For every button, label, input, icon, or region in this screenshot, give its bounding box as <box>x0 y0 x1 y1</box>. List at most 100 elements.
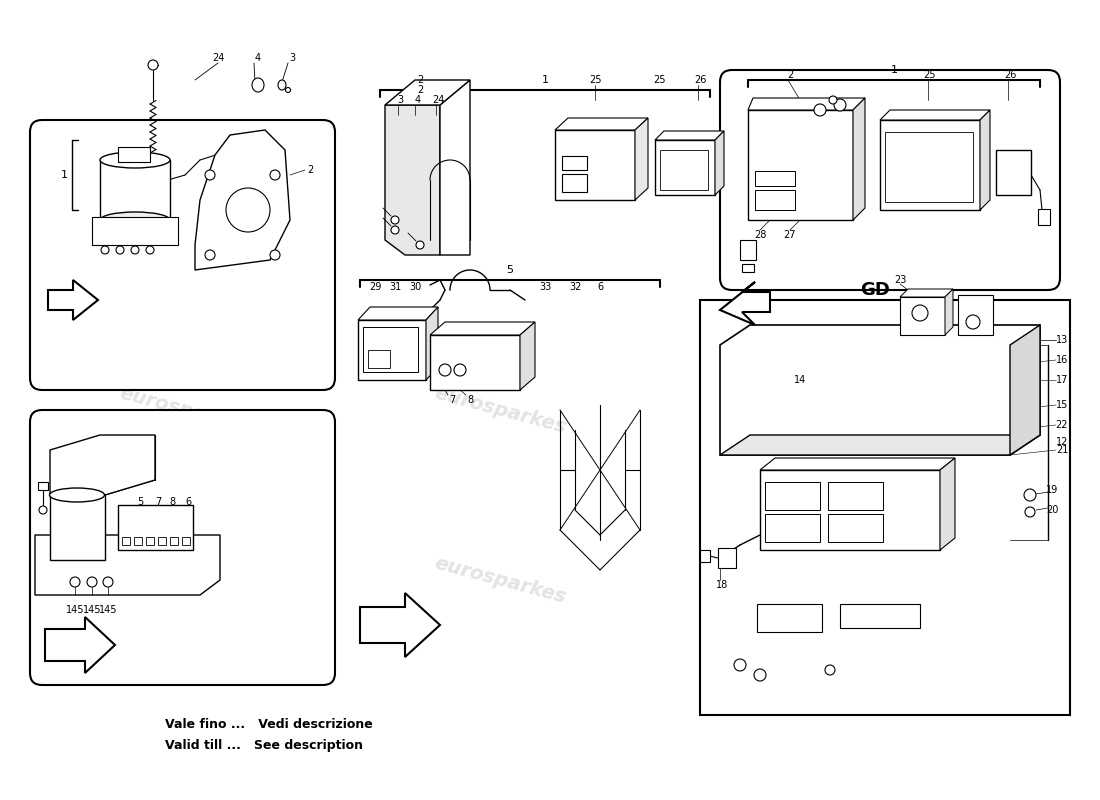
Circle shape <box>103 577 113 587</box>
FancyBboxPatch shape <box>720 70 1060 290</box>
Polygon shape <box>720 435 1040 455</box>
Polygon shape <box>556 118 648 130</box>
Polygon shape <box>360 593 440 657</box>
Text: 26: 26 <box>694 75 706 85</box>
Text: 8: 8 <box>169 497 175 507</box>
Bar <box>718 548 736 568</box>
Text: 6: 6 <box>597 282 603 292</box>
Circle shape <box>87 577 97 587</box>
Polygon shape <box>1010 325 1040 455</box>
Circle shape <box>390 226 399 234</box>
Bar <box>368 350 390 368</box>
Text: 7: 7 <box>449 395 455 405</box>
Polygon shape <box>195 130 290 270</box>
Text: 28: 28 <box>754 230 767 240</box>
Polygon shape <box>654 131 724 140</box>
Circle shape <box>148 60 158 70</box>
Polygon shape <box>940 458 955 550</box>
Text: 22: 22 <box>1056 420 1068 430</box>
Bar <box>182 537 190 545</box>
Circle shape <box>912 305 928 321</box>
Ellipse shape <box>252 78 264 92</box>
Circle shape <box>734 659 746 671</box>
Circle shape <box>825 665 835 675</box>
Polygon shape <box>715 131 724 195</box>
Bar <box>760 470 940 550</box>
Text: Vale fino ...   Vedi descrizione: Vale fino ... Vedi descrizione <box>165 718 373 731</box>
Bar <box>757 604 822 632</box>
Bar <box>764 514 820 542</box>
Text: 2: 2 <box>307 165 314 175</box>
Text: 145: 145 <box>66 605 85 615</box>
Text: 7: 7 <box>155 497 161 507</box>
Circle shape <box>1025 507 1035 517</box>
Circle shape <box>814 104 826 116</box>
Polygon shape <box>358 307 438 320</box>
Text: 145: 145 <box>99 605 118 615</box>
Text: 2: 2 <box>786 70 793 80</box>
Bar <box>996 150 1031 195</box>
Text: eurosparkes: eurosparkes <box>432 383 568 437</box>
Circle shape <box>829 96 837 104</box>
Text: 21: 21 <box>1056 445 1068 455</box>
Polygon shape <box>440 80 470 255</box>
Bar <box>146 537 154 545</box>
Text: 27: 27 <box>783 230 796 240</box>
Circle shape <box>834 99 846 111</box>
Polygon shape <box>760 458 955 470</box>
Bar <box>654 140 715 195</box>
Text: 5: 5 <box>136 497 143 507</box>
Circle shape <box>754 669 766 681</box>
Bar <box>122 537 130 545</box>
Text: 15: 15 <box>1056 400 1068 410</box>
Bar <box>660 150 708 190</box>
Bar <box>700 300 1070 715</box>
Text: Valid till ...   See description: Valid till ... See description <box>165 738 363 751</box>
Text: 3: 3 <box>397 95 403 105</box>
Bar <box>158 537 166 545</box>
Polygon shape <box>426 307 438 380</box>
Text: 18: 18 <box>716 580 728 590</box>
Text: 5: 5 <box>506 265 514 275</box>
Text: 31: 31 <box>389 282 402 292</box>
Text: 6: 6 <box>185 497 191 507</box>
Ellipse shape <box>50 488 104 502</box>
Circle shape <box>70 577 80 587</box>
Polygon shape <box>945 289 953 335</box>
Bar <box>740 240 756 260</box>
Polygon shape <box>385 105 440 255</box>
Text: 16: 16 <box>1056 355 1068 365</box>
Polygon shape <box>35 535 220 595</box>
Bar <box>764 482 820 510</box>
Bar <box>886 132 974 202</box>
Circle shape <box>270 170 280 180</box>
Text: 1: 1 <box>891 65 898 75</box>
Text: 19: 19 <box>1046 485 1058 495</box>
Polygon shape <box>635 118 648 200</box>
Bar <box>828 482 883 510</box>
Polygon shape <box>520 322 535 390</box>
Text: 33: 33 <box>539 282 551 292</box>
Text: eurosparkes: eurosparkes <box>772 194 908 246</box>
Text: 26: 26 <box>1004 70 1016 80</box>
FancyBboxPatch shape <box>30 410 335 685</box>
Text: 25: 25 <box>653 75 667 85</box>
Polygon shape <box>900 289 953 297</box>
Polygon shape <box>430 322 535 335</box>
Circle shape <box>1024 489 1036 501</box>
Bar <box>556 130 635 200</box>
Bar <box>700 550 710 562</box>
Text: 29: 29 <box>368 282 382 292</box>
Bar <box>880 120 980 210</box>
Text: 145: 145 <box>82 605 101 615</box>
Polygon shape <box>852 98 865 220</box>
Bar <box>363 327 418 372</box>
Circle shape <box>205 170 214 180</box>
Text: 1: 1 <box>541 75 549 85</box>
Text: 24: 24 <box>212 53 224 63</box>
Text: 17: 17 <box>1056 375 1068 385</box>
Bar <box>50 495 104 560</box>
Bar <box>100 160 170 220</box>
Circle shape <box>146 246 154 254</box>
Text: eurosparkes: eurosparkes <box>117 383 253 437</box>
